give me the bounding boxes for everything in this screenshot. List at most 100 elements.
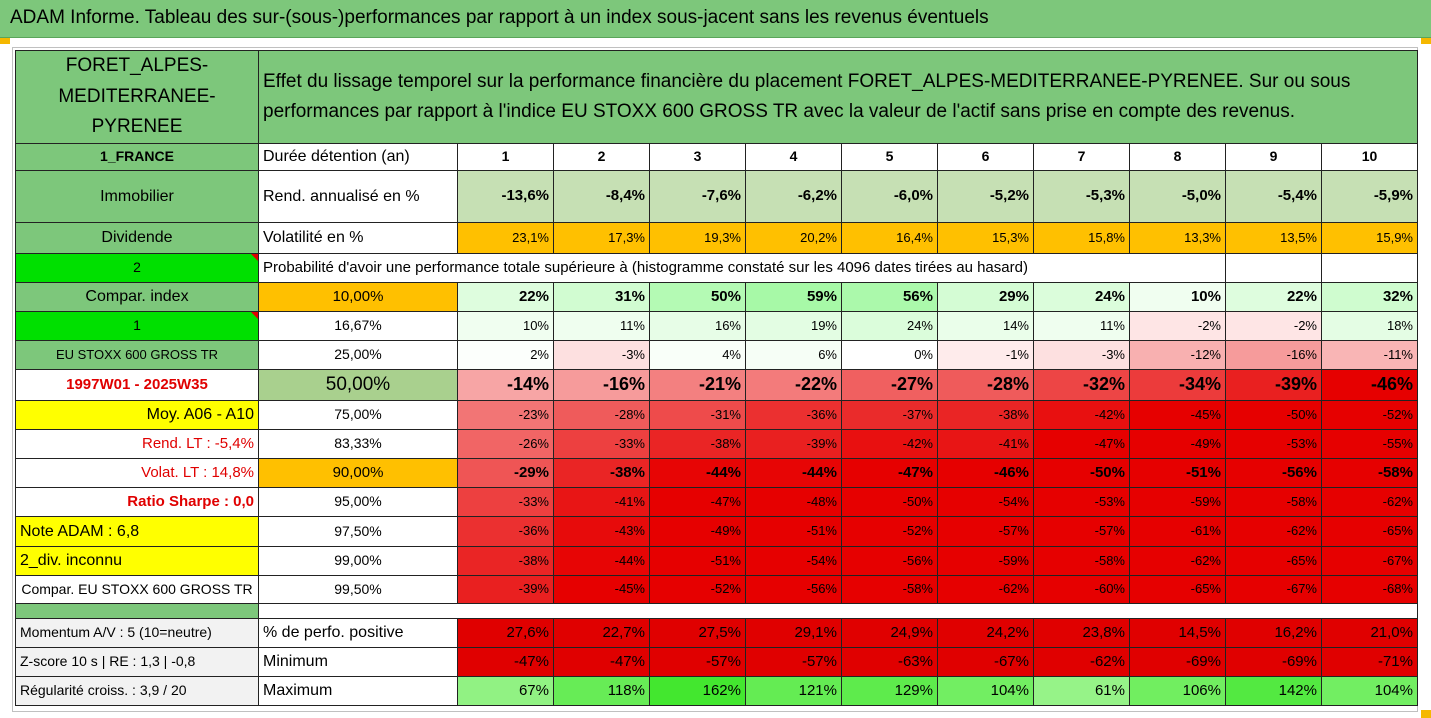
spacer-row [15, 603, 1418, 619]
year-cell: 7 [1033, 143, 1130, 171]
table-frame [12, 47, 1418, 712]
summary-row: Régularité croiss. : 3,9 / 20 Maximum 67% 1… [15, 676, 1418, 706]
spacer-cell [258, 603, 1418, 619]
proba-label: Probabilité d'avoir une performance tota… [258, 253, 1226, 283]
year-cell: 1 [457, 143, 554, 171]
percentile-value-cell: -62% [1225, 516, 1322, 547]
percentile-value-cell: -38% [457, 546, 554, 576]
percentile-label: 25,00% [258, 340, 458, 370]
left-label-rend-lt: Rend. LT : -5,4% [15, 429, 259, 459]
empty-cell [1321, 253, 1418, 283]
percentile-value-cell: -36% [457, 516, 554, 547]
percentile-row: Compar. index 10,00% 22% 31% 50% 59% 56% 29% 24%… [15, 282, 1418, 312]
left-label-compar-index: Compar. index [15, 282, 259, 312]
year-cell: 10 [1321, 143, 1418, 171]
percentile-value-cell: -14% [457, 369, 554, 401]
percentile-value-cell: -44% [553, 546, 650, 576]
percentile-value-cell: -58% [1321, 458, 1418, 488]
summary-value-cell: -62% [1033, 647, 1130, 677]
summary-value-cell: -69% [1225, 647, 1322, 677]
percentile-value-cell: -49% [649, 516, 746, 547]
percentile-value-cell: -45% [553, 575, 650, 604]
percentile-value-cell: -16% [553, 369, 650, 401]
left-label-div: 2_div. inconnu [15, 546, 259, 576]
percentile-value-cell: -46% [937, 458, 1034, 488]
cell-num2: 2 [15, 253, 259, 283]
year-cell: 2 [553, 143, 650, 171]
percentile-value-cell: -33% [457, 487, 554, 517]
summary-row: Z-score 10 s | RE : 1,3 | -0,8 Minimum -47… [15, 647, 1418, 677]
left-label-sharpe: Ratio Sharpe : 0,0 [15, 487, 259, 517]
percentile-label: 83,33% [258, 429, 458, 459]
volat-cell: 16,4% [841, 222, 938, 254]
percentile-value-cell: 4% [649, 340, 746, 370]
percentile-value-cell: -44% [649, 458, 746, 488]
percentile-value-cell: -62% [937, 575, 1034, 604]
years-row: 1_FRANCE Durée détention (an) 1 2 3 4 5 … [15, 143, 1418, 171]
rend-row: Immobilier Rend. annualisé en % -13,6% -… [15, 170, 1418, 223]
percentile-row: 1997W01 - 2025W35 50,00% -14% -16% -21% -22% -… [15, 369, 1418, 401]
percentile-value-cell: -39% [457, 575, 554, 604]
rend-cell: -5,3% [1033, 170, 1130, 223]
percentile-value-cell: -57% [1033, 516, 1130, 547]
summary-row-label: Minimum [258, 647, 458, 677]
percentile-value-cell: -16% [1225, 340, 1322, 370]
percentile-value-cell: -59% [1129, 487, 1226, 517]
volat-cell: 15,9% [1321, 222, 1418, 254]
summary-value-cell: 104% [1321, 676, 1418, 706]
compar-full-text: Compar. EU STOXX 600 GROSS TR [21, 580, 253, 597]
left-label-note: Note ADAM : 6,8 [15, 516, 259, 547]
summary-value-cell: 24,2% [937, 618, 1034, 648]
percentile-value-cell: -34% [1129, 369, 1226, 401]
year-cell: 4 [745, 143, 842, 171]
percentile-row: Note ADAM : 6,8 97,50% -36% -43% -49% -51% -52… [15, 516, 1418, 547]
percentile-value-cell: -49% [1129, 429, 1226, 459]
summary-value-cell: -67% [937, 647, 1034, 677]
percentile-value-cell: -67% [1321, 546, 1418, 576]
percentile-value-cell: -62% [1129, 546, 1226, 576]
rend-cell: -5,4% [1225, 170, 1322, 223]
percentile-value-cell: 59% [745, 282, 842, 312]
percentile-value-cell: 16% [649, 311, 746, 341]
percentile-value-cell: -53% [1033, 487, 1130, 517]
summary-row-label: % de perfo. positive [258, 618, 458, 648]
rend-label: Rend. annualisé en % [258, 170, 458, 223]
percentile-value-cell: -42% [841, 429, 938, 459]
percentile-value-cell: -65% [1129, 575, 1226, 604]
num1-text: 1 [133, 317, 141, 334]
volat-row: Dividende Volatilité en % 23,1% 17,3% 19… [15, 222, 1418, 254]
rend-cell: -5,2% [937, 170, 1034, 223]
rend-cell: -6,2% [745, 170, 842, 223]
left-label-volat-lt: Volat. LT : 14,8% [15, 458, 259, 488]
volat-label: Volatilité en % [258, 222, 458, 254]
percentile-value-cell: -41% [937, 429, 1034, 459]
rend-cell: -6,0% [841, 170, 938, 223]
percentile-label: 16,67% [258, 311, 458, 341]
percentile-value-cell: 50% [649, 282, 746, 312]
percentile-value-cell: -54% [937, 487, 1034, 517]
summary-value-cell: 121% [745, 676, 842, 706]
percentile-row: 1 16,67% 10% 11% 16% 19% 24% 14% 11% -2% -2% 18% [15, 311, 1418, 341]
percentile-value-cell: -32% [1033, 369, 1130, 401]
dividend-label: Dividende [15, 222, 259, 254]
corner-marker-bottom-right [1421, 710, 1431, 718]
summary-value-cell: -71% [1321, 647, 1418, 677]
summary-value-cell: 118% [553, 676, 650, 706]
rend-cell: -8,4% [553, 170, 650, 223]
percentile-value-cell: -44% [745, 458, 842, 488]
percentile-label: 75,00% [258, 400, 458, 430]
volat-cell: 23,1% [457, 222, 554, 254]
percentile-value-cell: -58% [1225, 487, 1322, 517]
year-cell: 9 [1225, 143, 1322, 171]
percentile-value-cell: 10% [457, 311, 554, 341]
percentile-value-cell: -22% [745, 369, 842, 401]
proba-row: 2 Probabilité d'avoir une performance to… [15, 253, 1418, 283]
duree-label: Durée détention (an) [258, 143, 458, 171]
summary-value-cell: 162% [649, 676, 746, 706]
percentile-value-cell: 11% [1033, 311, 1130, 341]
summary-value-cell: -63% [841, 647, 938, 677]
spacer-swatch [15, 603, 259, 619]
percentile-value-cell: -60% [1033, 575, 1130, 604]
compar-index-text: Compar. index [85, 288, 189, 306]
percentile-value-cell: -62% [1321, 487, 1418, 517]
